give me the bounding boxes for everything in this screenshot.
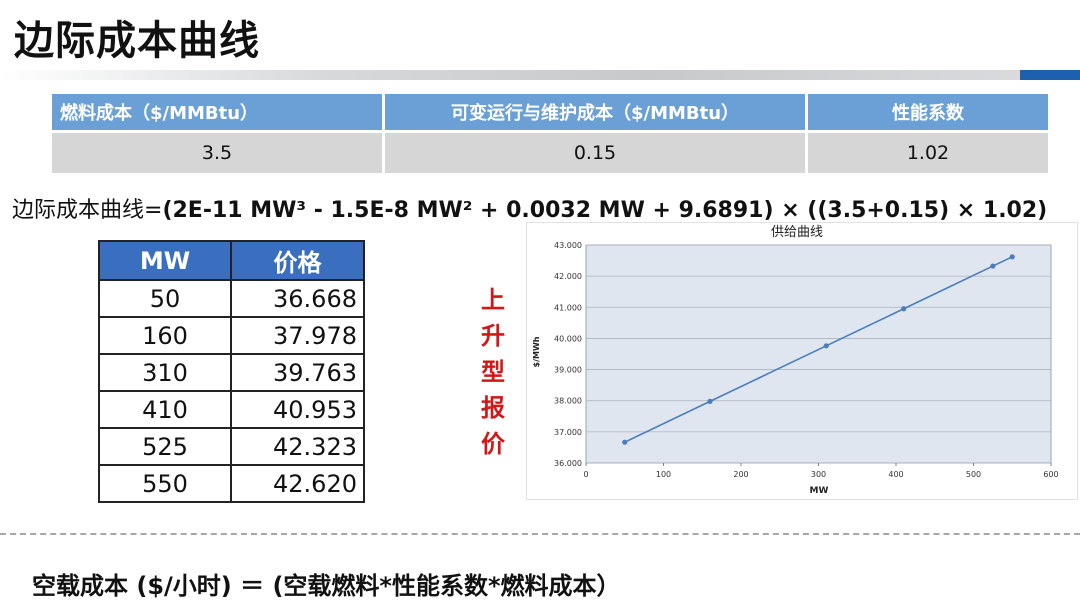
table-row: 525 42.323 (98, 427, 365, 466)
no-load-cost-formula: 空载成本 ($/小时) ＝ (空载燃料*性能系数*燃料成本） (32, 572, 621, 600)
price-table-header-row: MW 价格 (98, 240, 365, 281)
plot-area (585, 244, 1052, 464)
y-tick-label: 39.000 (554, 366, 582, 375)
table-row: 50 36.668 (98, 279, 365, 318)
data-point (823, 343, 829, 349)
y-tick-label: 41.000 (554, 303, 582, 312)
data-point (901, 306, 907, 312)
rising-bid-char: 上 (481, 286, 505, 314)
y-tick-label: 43.000 (554, 241, 582, 250)
table-row: 160 37.978 (98, 316, 365, 355)
x-tick-label: 500 (966, 470, 981, 479)
x-tick-label: 600 (1043, 470, 1058, 479)
y-axis-label: $/MWh (532, 336, 541, 367)
y-tick-label: 42.000 (554, 272, 582, 281)
mw-cell: 525 (98, 427, 232, 466)
chart-title: 供给曲线 (771, 225, 823, 240)
price-cell: 42.323 (230, 427, 365, 466)
x-axis-label: MW (810, 486, 829, 496)
mw-cell: 410 (98, 390, 232, 429)
rising-bid-char: 报 (481, 394, 505, 422)
fuel-cost-value: 3.5 (52, 130, 385, 173)
mw-cell: 50 (98, 279, 232, 318)
data-point (990, 263, 996, 269)
data-point (622, 439, 628, 445)
rising-bid-char: 升 (481, 322, 505, 350)
mw-cell: 550 (98, 464, 232, 503)
rising-bid-char: 型 (481, 358, 505, 386)
mw-cell: 160 (98, 316, 232, 355)
price-table: MW 价格 50 36.668 160 37.978 310 39.763 410 40… (98, 240, 365, 503)
cost-table-value-row: 3.5 0.15 1.02 (52, 130, 1048, 173)
formula-expression: (2E-11 MW³ - 1.5E-8 MW² + 0.0032 MW + 9.… (162, 198, 1048, 223)
cost-table-header-row: 燃料成本（$/MMBtu） 可变运行与维护成本（$/MMBtu） 性能系数 (52, 94, 1048, 132)
table-row: 310 39.763 (98, 353, 365, 392)
fuel-cost-header: 燃料成本（$/MMBtu） (52, 94, 385, 132)
y-tick-label: 38.000 (554, 397, 582, 406)
chart-svg: 供给曲线 MW $/MWh 36.000 37.000 38.000 39.000 40… (532, 225, 1059, 496)
price-cell: 36.668 (230, 279, 365, 318)
data-point (707, 398, 713, 404)
title-accent-bar (1020, 70, 1080, 80)
cost-parameters-table: 燃料成本（$/MMBtu） 可变运行与维护成本（$/MMBtu） 性能系数 3.… (52, 94, 1048, 173)
table-row: 410 40.953 (98, 390, 365, 429)
rising-bid-char: 价 (481, 430, 505, 458)
x-tick-label: 200 (733, 470, 748, 479)
performance-factor-value: 1.02 (806, 130, 1048, 173)
supply-curve-chart: 供给曲线 MW $/MWh 36.000 37.000 38.000 39.000 40… (526, 222, 1078, 500)
variable-om-cost-header: 可变运行与维护成本（$/MMBtu） (383, 94, 808, 132)
x-tick-label: 100 (656, 470, 671, 479)
title-divider (0, 70, 1080, 80)
dash-dot-divider (0, 533, 1080, 535)
x-tick-label: 400 (888, 470, 903, 479)
x-tick-label: 0 (583, 470, 588, 479)
marginal-cost-formula: 边际成本曲线=(2E-11 MW³ - 1.5E-8 MW² + 0.0032 … (12, 192, 1047, 224)
price-cell: 39.763 (230, 353, 365, 392)
variable-om-cost-value: 0.15 (383, 130, 808, 173)
price-cell: 40.953 (230, 390, 365, 429)
mw-cell: 310 (98, 353, 232, 392)
formula-prefix: 边际成本曲线= (12, 198, 163, 223)
page-title: 边际成本曲线 (14, 18, 260, 64)
x-tick-label: 300 (811, 470, 826, 479)
mw-header: MW (98, 240, 232, 281)
price-cell: 42.620 (230, 464, 365, 503)
series-line (624, 256, 1013, 443)
y-tick-label: 36.000 (554, 459, 582, 468)
performance-factor-header: 性能系数 (806, 94, 1048, 132)
price-header: 价格 (230, 240, 365, 281)
table-row: 550 42.620 (98, 464, 365, 503)
rising-bid-label: 上 升 型 报 价 (478, 282, 508, 462)
y-tick-label: 40.000 (554, 334, 582, 343)
price-cell: 37.978 (230, 316, 365, 355)
y-tick-label: 37.000 (554, 428, 582, 437)
data-point (1009, 254, 1015, 260)
